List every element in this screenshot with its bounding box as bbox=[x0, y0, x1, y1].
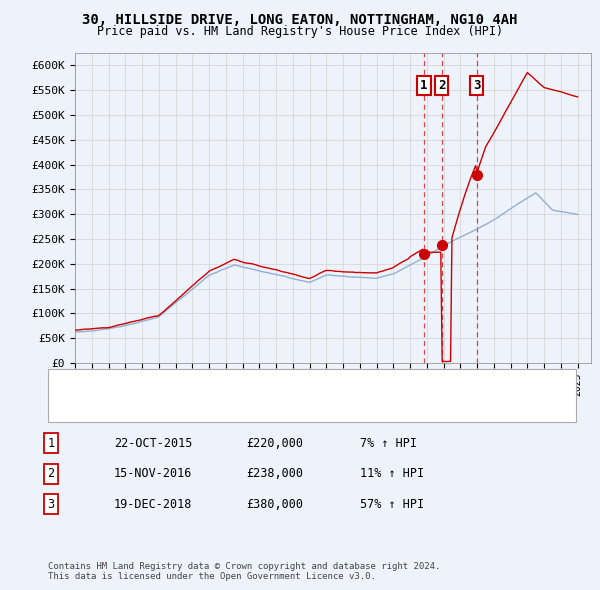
Text: 7% ↑ HPI: 7% ↑ HPI bbox=[360, 437, 417, 450]
Text: 30, HILLSIDE DRIVE, LONG EATON, NOTTINGHAM, NG10 4AH: 30, HILLSIDE DRIVE, LONG EATON, NOTTINGH… bbox=[82, 13, 518, 27]
Text: Contains HM Land Registry data © Crown copyright and database right 2024.
This d: Contains HM Land Registry data © Crown c… bbox=[48, 562, 440, 581]
Text: 57% ↑ HPI: 57% ↑ HPI bbox=[360, 498, 424, 511]
Text: £380,000: £380,000 bbox=[246, 498, 303, 511]
Text: 2: 2 bbox=[438, 79, 445, 92]
Text: 15-NOV-2016: 15-NOV-2016 bbox=[114, 467, 193, 480]
Text: £238,000: £238,000 bbox=[246, 467, 303, 480]
Text: 22-OCT-2015: 22-OCT-2015 bbox=[114, 437, 193, 450]
Text: 3: 3 bbox=[473, 79, 481, 92]
Text: 3: 3 bbox=[47, 498, 55, 511]
Text: Price paid vs. HM Land Registry's House Price Index (HPI): Price paid vs. HM Land Registry's House … bbox=[97, 25, 503, 38]
Text: 11% ↑ HPI: 11% ↑ HPI bbox=[360, 467, 424, 480]
Text: 1: 1 bbox=[420, 79, 427, 92]
Text: 30, HILLSIDE DRIVE, LONG EATON, NOTTINGHAM, NG10 4AH (detached house): 30, HILLSIDE DRIVE, LONG EATON, NOTTINGH… bbox=[105, 379, 536, 389]
Text: 1: 1 bbox=[47, 437, 55, 450]
Text: 19-DEC-2018: 19-DEC-2018 bbox=[114, 498, 193, 511]
Text: £220,000: £220,000 bbox=[246, 437, 303, 450]
Text: 2: 2 bbox=[47, 467, 55, 480]
Text: HPI: Average price, detached house, Erewash: HPI: Average price, detached house, Erew… bbox=[105, 402, 374, 412]
